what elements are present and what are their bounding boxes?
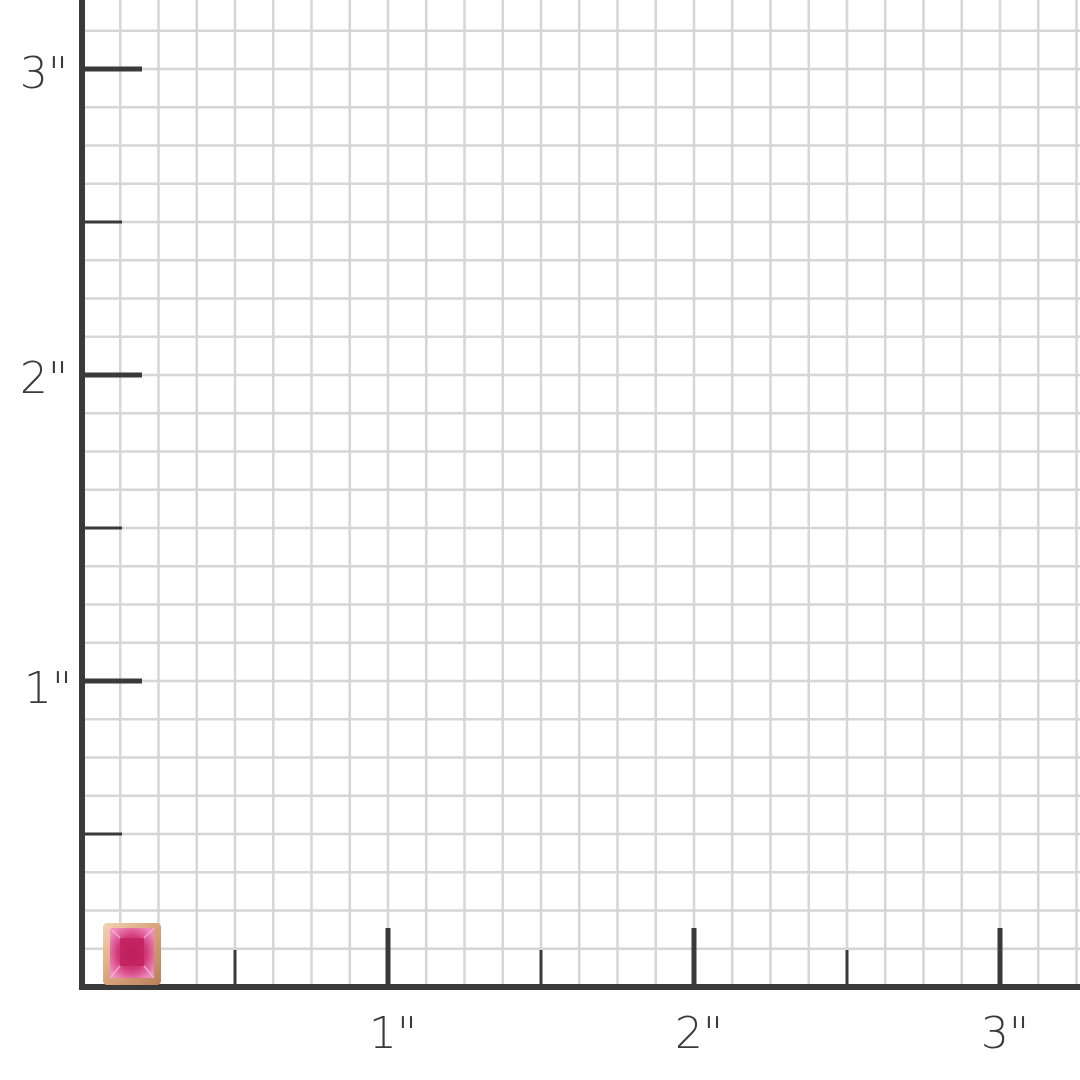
- grid-lines: [82, 0, 1080, 987]
- axes: [79, 0, 1080, 990]
- x-label-1: 1": [369, 1008, 417, 1059]
- y-label-3: 3": [20, 48, 68, 99]
- y-label-1: 1": [24, 663, 72, 714]
- stone-table: [120, 938, 144, 966]
- x-label-2: 2": [675, 1008, 723, 1059]
- gemstone-earring-image: [103, 923, 161, 985]
- y-label-2: 2": [20, 353, 68, 404]
- x-label-3: 3": [981, 1008, 1029, 1059]
- axis-labels: 1" 2" 3" 1" 2" 3": [20, 48, 1029, 1059]
